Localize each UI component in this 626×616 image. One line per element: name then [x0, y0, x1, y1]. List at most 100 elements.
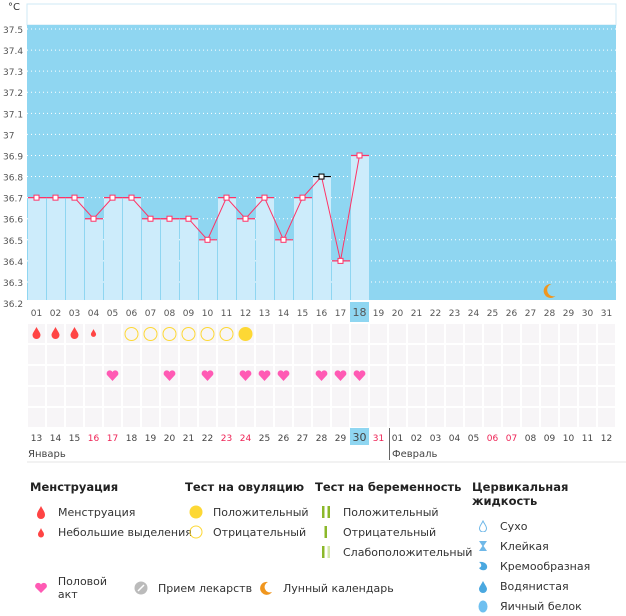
heart-icon [277, 370, 290, 381]
two-lines-icon [315, 506, 337, 518]
date-label: 25 [259, 434, 270, 444]
legend-title: Цервикальная жидкость [472, 480, 569, 508]
grid-cell [104, 345, 121, 364]
grid-cell [66, 345, 83, 364]
y-tick-label: 36.8 [3, 174, 23, 184]
grid-cell [332, 387, 349, 406]
temp-point [337, 257, 344, 264]
date-label: 09 [544, 434, 556, 444]
legend-label: Лунный календарь [283, 581, 394, 595]
grid-cell [522, 408, 539, 427]
legend-ovulation: Тест на овуляцию Положительный Отрицател… [185, 480, 309, 542]
x-tick-label: 02 [50, 309, 61, 319]
temp-point [261, 194, 268, 201]
ovulation-negative-icon [162, 327, 177, 341]
grid-cell [180, 408, 197, 427]
grid-cell [294, 324, 311, 343]
dry-icon [472, 520, 494, 532]
drop-icon [30, 505, 52, 519]
grid-cell [484, 408, 501, 427]
grid-cell [579, 366, 596, 385]
grid-cell [427, 324, 444, 343]
grid-cell [313, 408, 330, 427]
x-tick-label: 31 [601, 309, 612, 319]
temp-point [109, 194, 116, 201]
date-label: 06 [487, 434, 499, 444]
x-tick-label: 07 [145, 309, 156, 319]
grid-cell [427, 345, 444, 364]
creamy-icon [472, 560, 494, 572]
temp-bar [237, 218, 255, 300]
temp-bar [142, 218, 160, 300]
grid-cell [579, 324, 596, 343]
grid-cell [541, 387, 558, 406]
grid-cell [161, 408, 178, 427]
filled-circle-icon [185, 505, 207, 519]
x-tick-label: 11 [221, 309, 232, 319]
grid-cell [408, 366, 425, 385]
menstruation-drop-icon [32, 327, 41, 339]
temp-bar [123, 197, 141, 300]
legend-cervical: Цервикальная жидкость Сухо Клейкая Кремо… [472, 480, 626, 616]
date-label: 15 [69, 434, 80, 444]
y-tick-label: 36.7 [3, 195, 23, 205]
x-tick-label: 28 [544, 309, 556, 319]
grid-cell [332, 324, 349, 343]
temp-bar [104, 197, 122, 300]
grid-cell [522, 345, 539, 364]
y-tick-label: 36.4 [3, 258, 23, 268]
grid-cell [256, 345, 273, 364]
date-label: 31 [373, 434, 384, 444]
grid-cell [465, 345, 482, 364]
y-tick-label: 36.2 [3, 300, 23, 310]
pill-icon [130, 581, 152, 595]
grid-cell [123, 408, 140, 427]
date-label: 17 [107, 434, 118, 444]
sticky-icon [472, 540, 494, 552]
date-label: 03 [430, 434, 441, 444]
temp-bar [161, 218, 179, 300]
legend-label: Клейкая [500, 539, 549, 553]
grid-cell [389, 408, 406, 427]
date-label: 07 [506, 434, 517, 444]
heart-icon [334, 370, 347, 381]
legend-label: Отрицательный [213, 525, 307, 539]
x-tick-label: 05 [107, 309, 118, 319]
date-label: 14 [50, 434, 62, 444]
grid-cell [142, 345, 159, 364]
grid-cell [161, 387, 178, 406]
grid-cell [47, 366, 64, 385]
grid-cell [427, 408, 444, 427]
heart-icon [239, 370, 252, 381]
grid-cell [294, 366, 311, 385]
egg-white-icon [472, 600, 494, 613]
x-tick-label: 13 [259, 309, 270, 319]
legend-label: Положительный [213, 505, 309, 519]
date-label: 26 [278, 434, 290, 444]
grid-cell [446, 345, 463, 364]
month-label: Январь [28, 449, 66, 460]
grid-cell [598, 387, 615, 406]
grid-cell [598, 366, 615, 385]
grid-cell [85, 345, 102, 364]
grid-cell [522, 324, 539, 343]
heart-icon [201, 370, 214, 381]
grid-cell [275, 345, 292, 364]
legend-label: Слабоположительный [343, 545, 473, 559]
x-tick-label: 23 [449, 309, 460, 319]
grid-cell [256, 324, 273, 343]
grid-cell [104, 408, 121, 427]
grid-cell [237, 408, 254, 427]
heart-icon [353, 370, 366, 381]
temp-bar [85, 218, 103, 300]
grid-cell [541, 324, 558, 343]
grid-cell [123, 387, 140, 406]
x-tick-label: 12 [240, 309, 251, 319]
grid-cell [465, 408, 482, 427]
x-tick-label: 10 [202, 309, 214, 319]
date-label: 20 [164, 434, 176, 444]
temp-line [36, 155, 360, 261]
grid-cell [275, 324, 292, 343]
temp-bar [351, 155, 369, 300]
grid-cell [104, 387, 121, 406]
